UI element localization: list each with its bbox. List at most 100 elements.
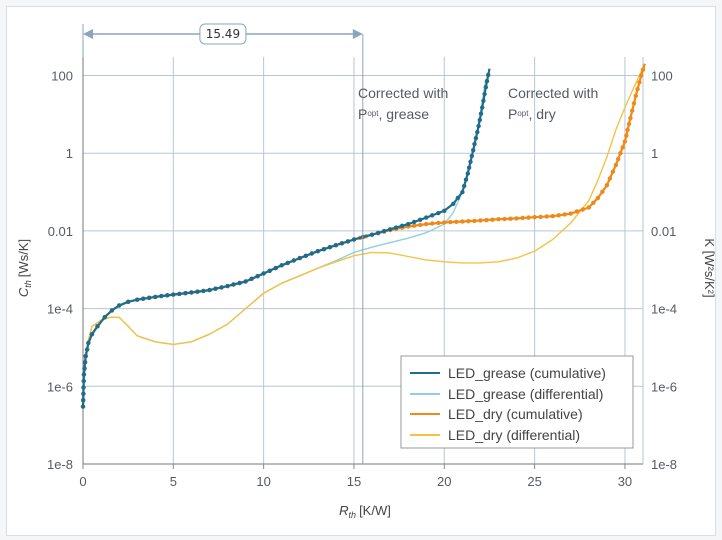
series-point-led-dry-cumulative xyxy=(502,216,507,222)
legend: LED_grease (cumulative) LED_grease (diff… xyxy=(400,355,634,449)
series-point-led-grease-cumulative xyxy=(81,378,86,384)
series-point-led-dry-cumulative xyxy=(418,222,423,228)
series-point-led-grease-cumulative xyxy=(297,255,302,261)
series-point-led-grease-cumulative xyxy=(369,232,375,237)
series-point-led-dry-cumulative xyxy=(591,200,596,205)
series-point-led-dry-cumulative xyxy=(412,223,417,228)
series-point-led-grease-cumulative xyxy=(451,201,456,206)
series-point-led-dry-cumulative xyxy=(472,218,477,224)
annotation-grease-line1: Corrected with xyxy=(358,85,448,101)
series-point-led-dry-cumulative xyxy=(448,219,453,225)
series-point-led-dry-cumulative xyxy=(630,108,635,113)
series-point-led-grease-cumulative xyxy=(243,279,248,284)
series-layer xyxy=(80,63,646,409)
series-point-led-dry-cumulative xyxy=(442,220,447,225)
series-point-led-dry-cumulative xyxy=(610,169,616,174)
series-point-led-dry-cumulative xyxy=(633,93,638,99)
series-point-led-dry-cumulative xyxy=(478,218,483,223)
series-point-led-grease-cumulative xyxy=(231,282,236,287)
series-point-led-dry-cumulative xyxy=(595,195,600,201)
series-point-led-grease-cumulative xyxy=(469,153,474,159)
series-point-led-dry-cumulative xyxy=(526,215,531,220)
y-tick-label-right: 100 xyxy=(651,69,673,84)
y-axis-left-label: Cth[Ws/K] xyxy=(16,239,33,297)
series-point-led-grease-cumulative xyxy=(484,78,490,84)
y-tick-label-right: 1e-6 xyxy=(651,379,677,394)
series-point-led-grease-cumulative xyxy=(375,230,381,236)
series-point-led-grease-cumulative xyxy=(387,227,393,232)
y-tick-label-left: 100 xyxy=(51,69,73,84)
measurement-label-box xyxy=(199,23,247,45)
series-point-led-grease-cumulative xyxy=(455,195,460,201)
series-point-led-grease-cumulative xyxy=(468,159,473,164)
series-point-led-dry-cumulative xyxy=(556,213,561,218)
series-point-led-grease-cumulative xyxy=(95,324,100,329)
series-point-led-grease-cumulative xyxy=(201,288,206,294)
series-point-led-grease-cumulative xyxy=(171,292,176,297)
series-point-led-grease-cumulative xyxy=(471,148,476,153)
y-tick-label-right: 0.01 xyxy=(651,224,676,239)
series-point-led-grease-cumulative xyxy=(466,165,472,170)
series-point-led-grease-cumulative xyxy=(207,287,212,293)
series-point-led-dry-cumulative xyxy=(639,73,644,78)
annotation-dry: Corrected with Popt, dry xyxy=(508,85,598,122)
series-point-led-grease-cumulative xyxy=(462,183,467,189)
series-point-led-grease-cumulative xyxy=(237,280,242,286)
annotation-dry-line1: Corrected with xyxy=(508,85,598,101)
x-tick-label: 15 xyxy=(347,474,361,489)
series-point-led-grease-cumulative xyxy=(86,340,91,346)
series-point-led-grease-cumulative xyxy=(81,372,87,377)
y-tick-label-left: 1e-4 xyxy=(47,302,73,317)
series-point-led-grease-cumulative xyxy=(309,251,314,256)
series-point-led-grease-cumulative xyxy=(412,219,417,225)
series-point-led-dry-cumulative xyxy=(586,205,591,210)
x-tick-label: 30 xyxy=(618,474,632,489)
series-point-led-grease-cumulative xyxy=(393,225,399,230)
series-point-led-dry-cumulative xyxy=(626,121,632,127)
legend-label-dry-differential: LED_dry (differential) xyxy=(448,427,580,443)
series-point-led-grease-cumulative xyxy=(273,265,278,271)
series-point-led-grease-cumulative xyxy=(159,293,164,299)
series-point-led-grease-cumulative xyxy=(476,123,481,129)
series-point-led-grease-cumulative xyxy=(183,291,188,296)
series-point-led-grease-cumulative xyxy=(189,290,194,295)
series-point-led-grease-cumulative xyxy=(279,263,284,268)
series-point-led-grease-cumulative xyxy=(424,215,429,220)
series-point-led-grease-cumulative xyxy=(442,208,447,213)
legend-label-dry-cumulative: LED_dry (cumulative) xyxy=(448,406,583,422)
series-point-led-grease-cumulative xyxy=(261,271,266,276)
series-point-led-dry-cumulative xyxy=(544,214,549,219)
series-point-led-grease-cumulative xyxy=(249,276,254,281)
series-point-led-grease-cumulative xyxy=(80,404,86,409)
series-point-led-grease-cumulative xyxy=(219,285,224,290)
series-point-led-grease-cumulative xyxy=(430,213,435,218)
series-point-led-dry-cumulative xyxy=(624,133,629,138)
series-point-led-dry-cumulative xyxy=(436,220,441,226)
series-point-led-grease-cumulative xyxy=(463,177,469,182)
series-point-led-grease-cumulative xyxy=(303,253,308,258)
series-point-led-dry-cumulative xyxy=(520,215,525,221)
y-tick-label-right: 1e-4 xyxy=(651,302,677,317)
x-tick-label: 5 xyxy=(170,474,177,489)
series-point-led-grease-cumulative xyxy=(321,247,327,252)
series-point-led-dry-cumulative xyxy=(466,219,471,224)
series-line-led-dry-differential xyxy=(82,63,646,407)
series-point-led-grease-cumulative xyxy=(82,360,88,365)
series-point-led-grease-cumulative xyxy=(285,260,290,266)
series-point-led-grease-cumulative xyxy=(81,391,86,396)
series-point-led-grease-cumulative xyxy=(482,91,487,97)
series-point-led-grease-cumulative xyxy=(82,366,87,371)
series-point-led-grease-cumulative xyxy=(89,332,95,337)
series-point-led-dry-cumulative xyxy=(620,145,625,150)
series-point-led-grease-cumulative xyxy=(473,135,479,141)
legend-label-grease-cumulative: LED_grease (cumulative) xyxy=(448,365,606,381)
legend-label-grease-differential: LED_grease (differential) xyxy=(448,386,603,402)
series-point-led-grease-cumulative xyxy=(291,258,296,263)
series-point-led-dry-cumulative xyxy=(454,219,459,224)
series-point-led-dry-cumulative xyxy=(628,115,633,121)
series-point-led-dry-cumulative xyxy=(424,221,429,227)
series-point-led-grease-cumulative xyxy=(475,129,480,135)
series-point-led-dry-cumulative xyxy=(508,216,513,221)
series-point-led-dry-cumulative xyxy=(532,215,537,220)
series-point-led-grease-cumulative xyxy=(418,217,423,222)
